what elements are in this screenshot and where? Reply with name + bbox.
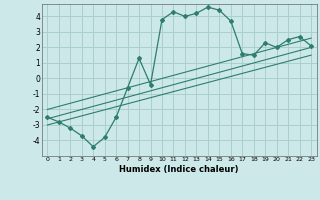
- X-axis label: Humidex (Indice chaleur): Humidex (Indice chaleur): [119, 165, 239, 174]
